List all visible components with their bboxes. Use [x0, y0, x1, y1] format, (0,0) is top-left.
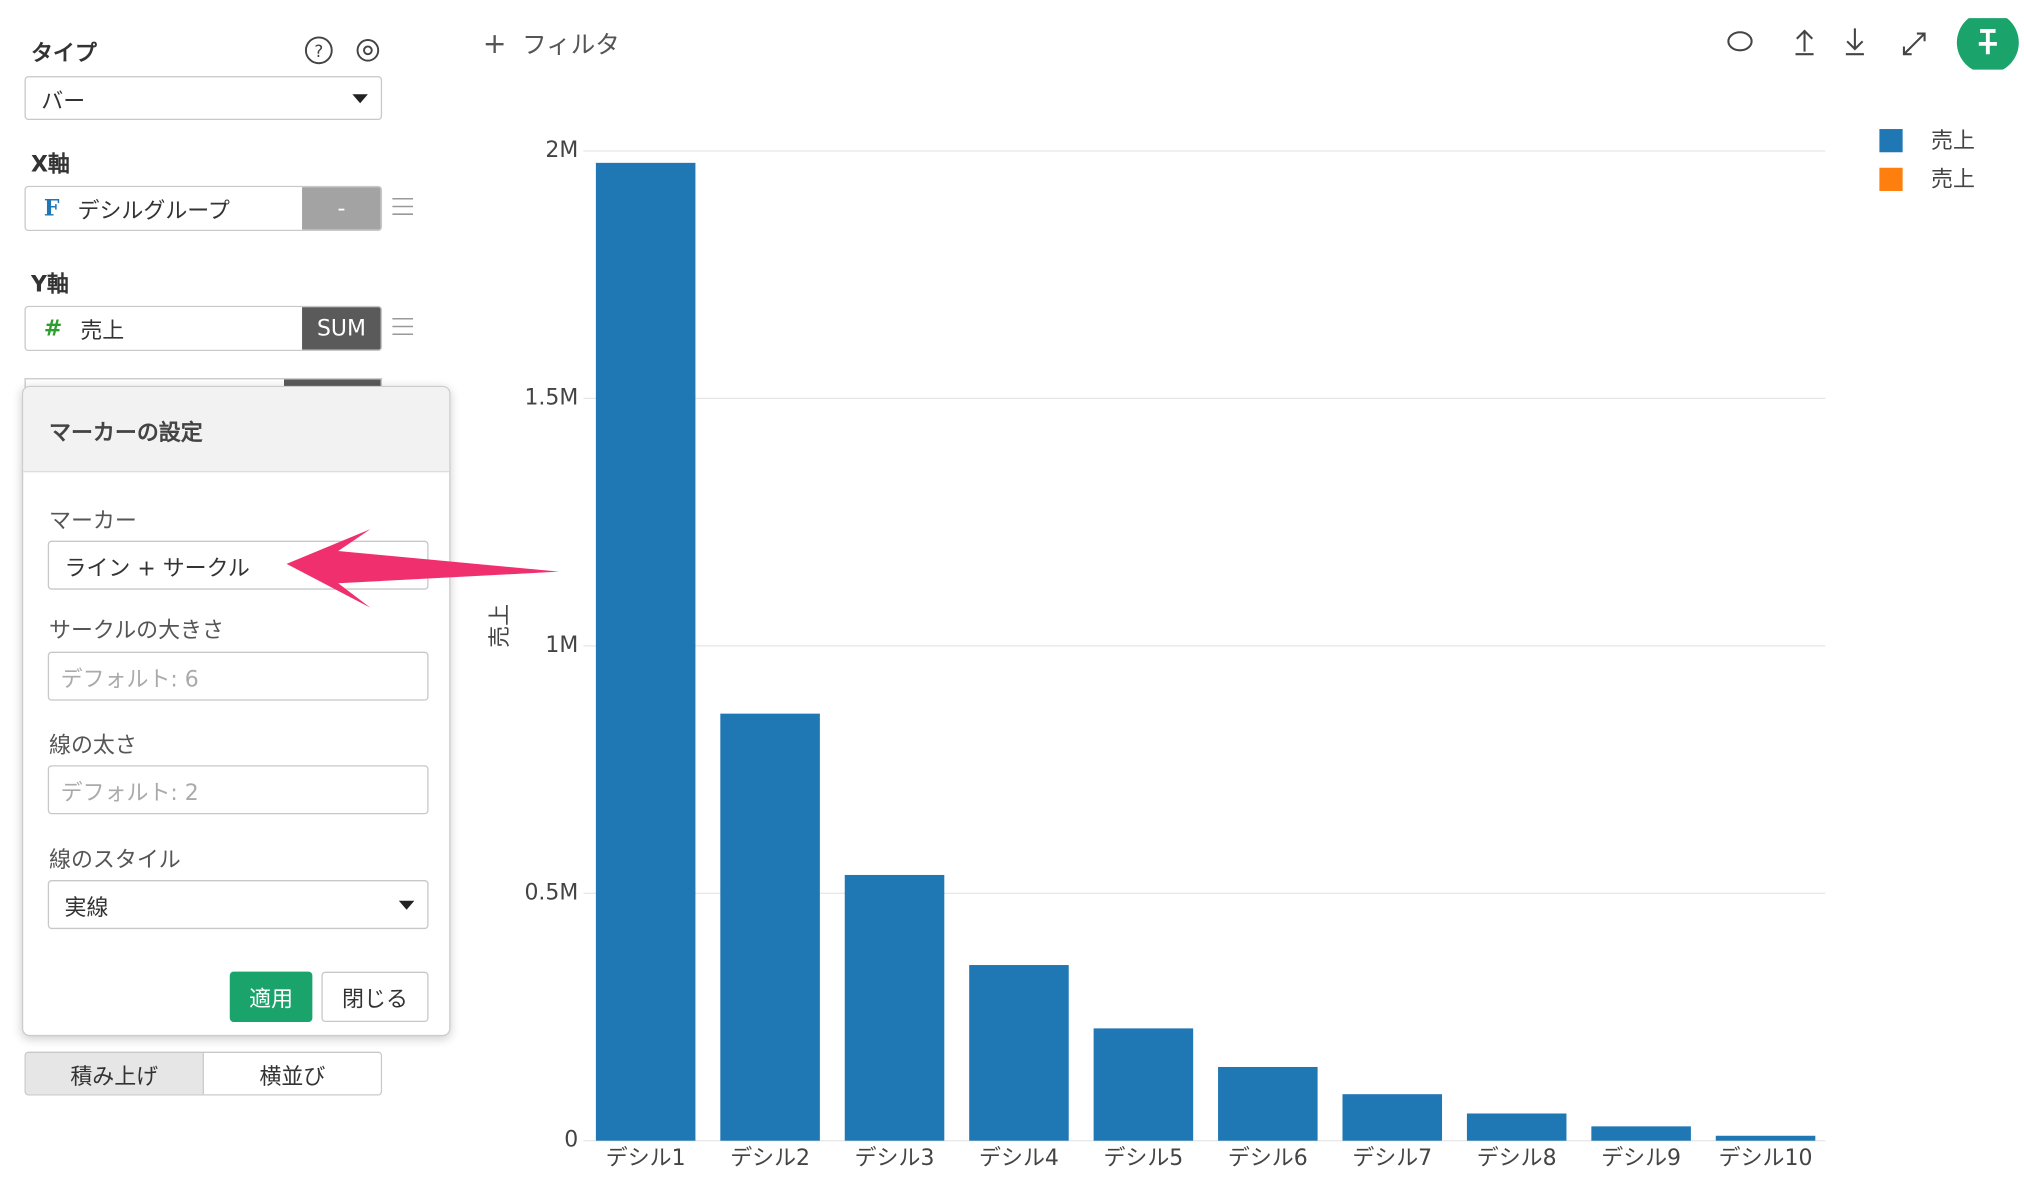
bar — [1342, 1094, 1443, 1141]
bar — [1591, 1126, 1691, 1141]
line-style-select[interactable]: 実線 — [47, 880, 429, 930]
x-aggregation[interactable]: - — [302, 187, 381, 230]
comment-icon[interactable] — [1727, 31, 1753, 52]
bar — [1093, 1028, 1194, 1141]
y-field[interactable]: # 売上 SUM — [24, 305, 383, 351]
legend-swatch — [1879, 167, 1903, 191]
y-axis-title: 売上 — [488, 604, 513, 648]
bar — [1218, 1066, 1318, 1141]
field-icon: F — [43, 195, 60, 222]
marker-value: ライン + サークル — [64, 555, 250, 582]
y-tick-label: 1.5M — [524, 385, 578, 410]
x-axis-label: X軸 — [30, 152, 70, 179]
marker-input[interactable]: ライン + サークル — [47, 540, 429, 590]
bar — [844, 874, 945, 1141]
download-icon[interactable] — [1845, 28, 1864, 56]
legend-swatch — [1879, 129, 1903, 153]
x-tick-label: デシル7 — [1352, 1146, 1432, 1171]
x-field[interactable]: F デシルグループ - — [24, 185, 383, 231]
field-label: 線のスタイル — [49, 847, 181, 874]
expand-icon[interactable] — [1902, 32, 1926, 56]
field-label: 線の太さ — [49, 732, 137, 759]
placeholder: デフォルト: 6 — [60, 666, 199, 693]
placeholder: デフォルト: 2 — [60, 780, 199, 806]
help-icon[interactable] — [304, 36, 333, 65]
x-tick-label: デシル6 — [1228, 1146, 1308, 1171]
y-tick-label: 0 — [564, 1128, 578, 1153]
legend-label: 売上 — [1931, 168, 1975, 193]
type-select[interactable]: バー — [24, 76, 383, 121]
x-tick-label: デシル9 — [1601, 1146, 1681, 1171]
bar — [720, 713, 820, 1141]
y-aggregation[interactable]: SUM — [302, 307, 381, 350]
circle-size-input[interactable]: デフォルト: 6 — [47, 651, 429, 701]
bar — [595, 162, 696, 1141]
field-label: サークルの大きさ — [49, 618, 224, 644]
legend-label: 売上 — [1931, 129, 1975, 154]
field-label: マーカー — [49, 508, 137, 535]
x-tick-label: デシル8 — [1477, 1146, 1557, 1171]
upload-icon[interactable] — [1795, 29, 1814, 56]
x-tick-label: デシル4 — [979, 1146, 1059, 1171]
toolbar-icons — [1727, 18, 2019, 70]
x-field-name: デシルグループ — [77, 198, 230, 225]
stack-option[interactable]: 横並び — [203, 1052, 381, 1095]
y-tick-label: 0.5M — [524, 880, 578, 905]
y-axis-label: Y軸 — [30, 272, 69, 299]
y-field-name: 売上 — [80, 318, 125, 345]
hidden-field — [24, 378, 383, 389]
x-tick-label: デシル2 — [730, 1146, 810, 1171]
bar — [1466, 1113, 1567, 1141]
close-button[interactable]: 閉じる — [321, 971, 429, 1022]
stack-option[interactable]: 積み上げ — [25, 1052, 204, 1095]
drag-handles — [392, 197, 414, 335]
marker-dialog: マーカーの設定 — [21, 385, 451, 1037]
filter-button[interactable]: + フィルタ — [482, 28, 620, 61]
field-icon: # — [43, 315, 63, 342]
bar — [1715, 1135, 1816, 1141]
y-tick-label: 1M — [545, 633, 578, 658]
filter-label: フィルタ — [522, 30, 620, 60]
type-value: バー — [41, 88, 86, 115]
apply-button[interactable]: 適用 — [229, 971, 313, 1022]
x-tick-label: デシル5 — [1103, 1146, 1183, 1171]
help-settings-icons: ? — [304, 36, 380, 65]
x-tick-label: デシル10 — [1719, 1146, 1813, 1171]
line-width-input[interactable]: デフォルト: 2 — [47, 765, 429, 815]
settings-icon[interactable] — [356, 39, 380, 62]
line-style-value: 実線 — [64, 894, 109, 921]
type-label: タイプ — [30, 41, 97, 68]
x-tick-label: デシル3 — [855, 1146, 935, 1171]
svg-text:?: ? — [314, 41, 323, 61]
bar — [969, 965, 1069, 1141]
y-tick-label: 2M — [545, 138, 578, 163]
x-tick-label: デシル1 — [606, 1146, 686, 1171]
dialog-title: マーカーの設定 — [23, 387, 450, 473]
stack-toggle: 積み上げ 横並び — [24, 1051, 383, 1096]
